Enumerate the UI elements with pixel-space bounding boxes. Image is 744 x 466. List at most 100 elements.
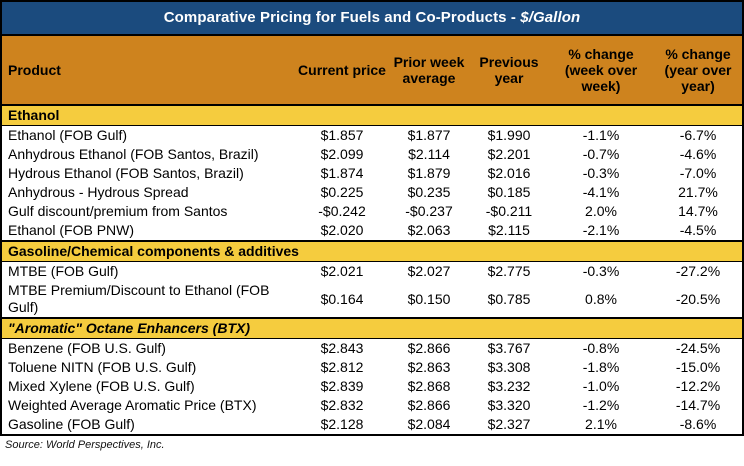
prior-cell: $1.879 <box>388 164 470 183</box>
yoy-cell: -15.0% <box>654 358 742 377</box>
table-title-unit: $/Gallon <box>520 9 581 26</box>
current-cell: $2.020 <box>296 221 388 241</box>
yoy-cell: -14.7% <box>654 396 742 415</box>
table-row: MTBE Premium/Discount to Ethanol (FOB Gu… <box>2 281 742 318</box>
current-cell: $2.832 <box>296 396 388 415</box>
column-header-5: % change (year over year) <box>654 36 742 106</box>
yoy-cell: -4.5% <box>654 221 742 241</box>
table-row: Weighted Average Aromatic Price (BTX) $2.… <box>2 396 742 415</box>
product-cell: Mixed Xylene (FOB U.S. Gulf) <box>2 377 296 396</box>
yoy-cell: -20.5% <box>654 281 742 318</box>
previous-cell: $0.785 <box>470 281 548 318</box>
current-cell: $2.839 <box>296 377 388 396</box>
section-header-row: Ethanol <box>2 104 742 126</box>
yoy-cell: -27.2% <box>654 261 742 281</box>
wow-cell: -1.0% <box>548 377 654 396</box>
current-cell: $1.857 <box>296 125 388 145</box>
pricing-document: Comparative Pricing for Fuels and Co-Pro… <box>0 0 744 451</box>
previous-cell: $1.990 <box>470 125 548 145</box>
product-cell: Gulf discount/premium from Santos <box>2 202 296 221</box>
previous-cell: $2.327 <box>470 415 548 434</box>
section-title: Gasoline/Chemical components & additives <box>8 243 299 259</box>
section-header-row: Gasoline/Chemical components & additives <box>2 240 742 262</box>
wow-cell: 2.1% <box>548 415 654 434</box>
yoy-cell: -6.7% <box>654 125 742 145</box>
product-cell: Benzene (FOB U.S. Gulf) <box>2 338 296 358</box>
wow-cell: -1.2% <box>548 396 654 415</box>
table-row: Gasoline (FOB Gulf) $2.128 $2.084 $2.327 2.1… <box>2 415 742 434</box>
previous-cell: -$0.211 <box>470 202 548 221</box>
section-title: "Aromatic" Octane Enhancers (BTX) <box>8 320 250 336</box>
table-row: Ethanol (FOB Gulf) $1.857 $1.877 $1.990 -1.1… <box>2 125 742 145</box>
product-cell: Ethanol (FOB PNW) <box>2 221 296 241</box>
yoy-cell: -12.2% <box>654 377 742 396</box>
yoy-cell: -8.6% <box>654 415 742 434</box>
previous-cell: $2.016 <box>470 164 548 183</box>
current-cell: $2.843 <box>296 338 388 358</box>
prior-cell: $2.863 <box>388 358 470 377</box>
prior-cell: $0.150 <box>388 281 470 318</box>
prior-cell: $1.877 <box>388 125 470 145</box>
yoy-cell: -4.6% <box>654 145 742 164</box>
product-cell: Ethanol (FOB Gulf) <box>2 125 296 145</box>
table-row: Gulf discount/premium from Santos -$0.242… <box>2 202 742 221</box>
yoy-cell: 21.7% <box>654 183 742 202</box>
wow-cell: 2.0% <box>548 202 654 221</box>
product-cell: Toluene NITN (FOB U.S. Gulf) <box>2 358 296 377</box>
prior-cell: $2.027 <box>388 261 470 281</box>
source-note: Source: World Perspectives, Inc. <box>5 439 165 451</box>
previous-cell: $3.320 <box>470 396 548 415</box>
wow-cell: 0.8% <box>548 281 654 318</box>
previous-cell: $0.185 <box>470 183 548 202</box>
yoy-cell: -24.5% <box>654 338 742 358</box>
product-cell: MTBE (FOB Gulf) <box>2 261 296 281</box>
table-row: Ethanol (FOB PNW) $2.020 $2.063 $2.115 -2.1%… <box>2 221 742 241</box>
current-cell: $0.164 <box>296 281 388 318</box>
prior-cell: -$0.237 <box>388 202 470 221</box>
previous-cell: $2.775 <box>470 261 548 281</box>
table-row: Mixed Xylene (FOB U.S. Gulf) $2.839 $2.868… <box>2 377 742 396</box>
product-cell: Anhydrous Ethanol (FOB Santos, Brazil) <box>2 145 296 164</box>
table-row: Anhydrous - Hydrous Spread $0.225 $0.235 $0… <box>2 183 742 202</box>
product-cell: Hydrous Ethanol (FOB Santos, Brazil) <box>2 164 296 183</box>
previous-cell: $3.767 <box>470 338 548 358</box>
table-row: Anhydrous Ethanol (FOB Santos, Brazil) $2… <box>2 145 742 164</box>
pricing-table-frame: Comparative Pricing for Fuels and Co-Pro… <box>0 0 744 436</box>
product-cell: Anhydrous - Hydrous Spread <box>2 183 296 202</box>
prior-cell: $0.235 <box>388 183 470 202</box>
wow-cell: -0.7% <box>548 145 654 164</box>
column-header-2: Prior week average <box>388 36 470 106</box>
column-header-4: % change (week over week) <box>548 36 654 106</box>
table-row: Hydrous Ethanol (FOB Santos, Brazil) $1.8… <box>2 164 742 183</box>
column-header-0: Product <box>2 36 296 106</box>
column-header-3: Previous year <box>470 36 548 106</box>
table-title-bar: Comparative Pricing for Fuels and Co-Pro… <box>2 2 742 36</box>
table-title: Comparative Pricing for Fuels and Co-Pro… <box>163 9 521 26</box>
pricing-table: Product Current price Prior week average Pr… <box>2 36 742 434</box>
current-cell: $1.874 <box>296 164 388 183</box>
current-cell: $2.128 <box>296 415 388 434</box>
prior-cell: $2.063 <box>388 221 470 241</box>
table-row: Benzene (FOB U.S. Gulf) $2.843 $2.866 $3.76… <box>2 338 742 358</box>
table-body: Ethanol Ethanol (FOB Gulf) $1.857 $1.877 $1.… <box>2 104 742 434</box>
column-header-row: Product Current price Prior week average Pr… <box>2 36 742 106</box>
yoy-cell: 14.7% <box>654 202 742 221</box>
previous-cell: $3.308 <box>470 358 548 377</box>
prior-cell: $2.114 <box>388 145 470 164</box>
wow-cell: -2.1% <box>548 221 654 241</box>
wow-cell: -1.1% <box>548 125 654 145</box>
previous-cell: $2.201 <box>470 145 548 164</box>
prior-cell: $2.866 <box>388 396 470 415</box>
product-cell: Gasoline (FOB Gulf) <box>2 415 296 434</box>
prior-cell: $2.868 <box>388 377 470 396</box>
section-header-row: "Aromatic" Octane Enhancers (BTX) <box>2 317 742 339</box>
wow-cell: -0.3% <box>548 261 654 281</box>
prior-cell: $2.084 <box>388 415 470 434</box>
column-header-1: Current price <box>296 36 388 106</box>
table-row: MTBE (FOB Gulf) $2.021 $2.027 $2.775 -0.3% -2… <box>2 261 742 281</box>
product-cell: MTBE Premium/Discount to Ethanol (FOB Gu… <box>2 281 296 318</box>
current-cell: $2.099 <box>296 145 388 164</box>
previous-cell: $3.232 <box>470 377 548 396</box>
wow-cell: -0.8% <box>548 338 654 358</box>
current-cell: $2.021 <box>296 261 388 281</box>
